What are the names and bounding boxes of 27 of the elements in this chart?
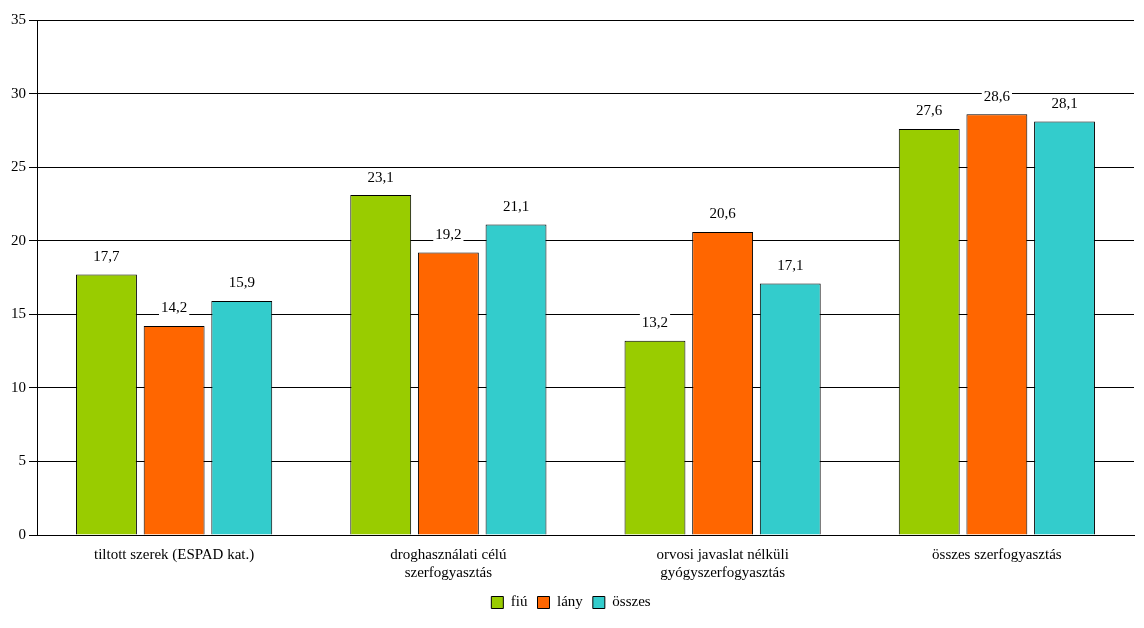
x-tick-label: orvosi javaslat nélküli gyógyszerfogyasztás — [656, 545, 789, 580]
x-tick-label: droghasználati célú szerfogyasztás — [390, 545, 507, 580]
y-tick-label: 20 — [11, 231, 26, 248]
data-label: 20,6 — [709, 205, 737, 222]
y-tick-label: 5 — [18, 452, 26, 469]
x-tick-label: tiltott szerek (ESPAD kat.) — [93, 545, 255, 563]
data-label: 15,9 — [228, 274, 255, 291]
data-label: 27,6 — [916, 102, 943, 119]
y-tick-label: 0 — [18, 525, 26, 542]
data-label: 17,1 — [777, 256, 804, 273]
legend-label: lány — [557, 593, 584, 610]
data-label: 19,2 — [435, 225, 462, 242]
y-tick-label: 35 — [11, 10, 26, 27]
data-label: 13,2 — [641, 314, 669, 331]
data-label: 17,7 — [93, 247, 121, 264]
legend-label: összes — [612, 593, 651, 610]
data-label: 14,2 — [161, 299, 188, 316]
data-label: 23,1 — [367, 168, 394, 185]
x-tick-label: összes szerfogyasztás — [932, 545, 1062, 562]
data-label: 28,1 — [1051, 94, 1078, 111]
y-tick-label: 25 — [11, 158, 26, 175]
legend-label: fiú — [510, 593, 528, 610]
y-tick-label: 10 — [11, 378, 26, 395]
data-label: 28,6 — [983, 87, 1011, 104]
y-tick-label: 15 — [11, 305, 26, 322]
y-tick-label: 30 — [11, 84, 26, 101]
data-label: 21,1 — [502, 197, 530, 214]
